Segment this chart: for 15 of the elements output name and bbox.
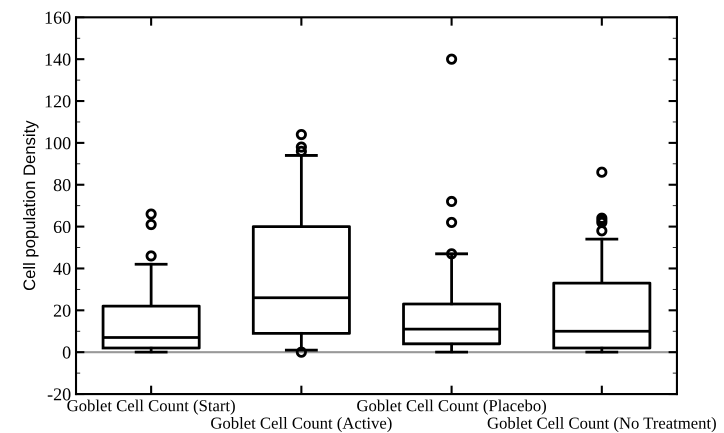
y-tick-label: 160 [46, 12, 70, 24]
y-axis-title: Cell population Density [22, 120, 39, 290]
y-tick-label: -20 [48, 388, 70, 400]
y-tick-label: 20 [54, 304, 70, 317]
y-tick-label: 140 [46, 53, 70, 66]
y-tick-label: 120 [46, 95, 70, 108]
x-tick-label: Goblet Cell Count (Active) [211, 417, 392, 432]
y-tick-label: 100 [46, 137, 70, 150]
x-tick-label: Goblet Cell Count (No Treatment) [488, 417, 716, 432]
x-tick-label: Goblet Cell Count (Placebo) [357, 400, 546, 415]
y-tick-label: 60 [54, 220, 70, 234]
y-tick-label: 0 [62, 346, 70, 359]
y-tick-label: 80 [54, 179, 70, 192]
x-tick-label: Goblet Cell Count (Start) [67, 400, 235, 415]
y-tick-label: 40 [53, 262, 70, 275]
